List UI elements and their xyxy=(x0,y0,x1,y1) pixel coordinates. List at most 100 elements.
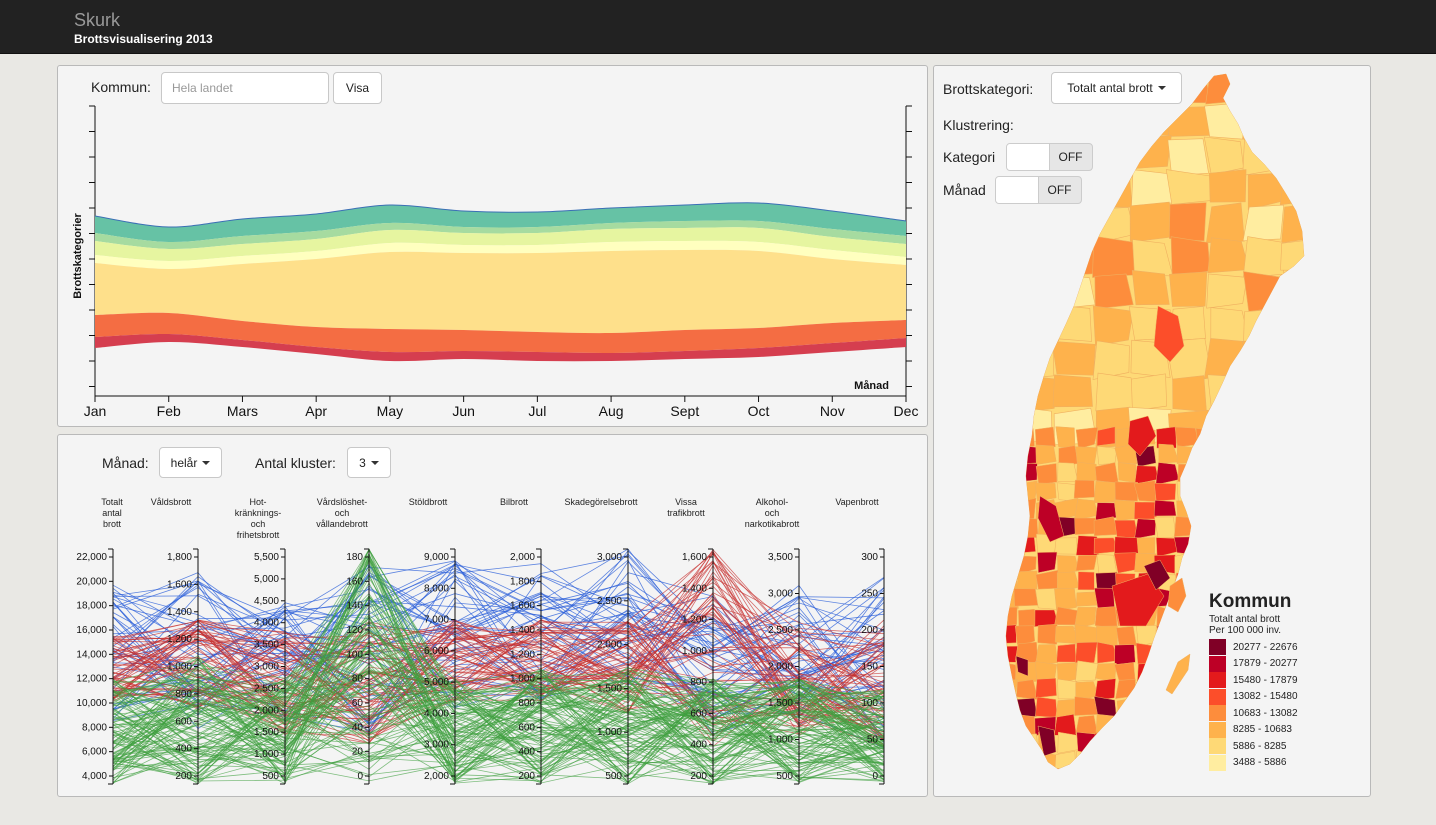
municipality[interactable] xyxy=(1035,444,1057,465)
municipality[interactable] xyxy=(1113,552,1139,574)
kommun-search-input[interactable] xyxy=(161,72,329,104)
municipality[interactable] xyxy=(1156,426,1177,449)
pc-axis[interactable]: 5,500 5,000 4,500 4,000 3,500 3,000 2,500 2,000… xyxy=(235,497,286,785)
municipality[interactable] xyxy=(996,771,1019,787)
municipality[interactable] xyxy=(1246,372,1286,414)
municipality[interactable] xyxy=(1176,500,1198,519)
municipality[interactable] xyxy=(1242,204,1284,242)
municipality[interactable] xyxy=(1135,642,1157,665)
municipality[interactable] xyxy=(1196,444,1216,465)
municipality[interactable] xyxy=(1174,624,1199,646)
municipality[interactable] xyxy=(1243,408,1286,446)
municipality[interactable] xyxy=(1154,516,1177,539)
municipality[interactable] xyxy=(1015,240,1057,277)
municipality[interactable] xyxy=(1076,768,1098,788)
municipality[interactable] xyxy=(1035,463,1058,485)
municipality[interactable] xyxy=(1175,732,1198,754)
municipality[interactable] xyxy=(1015,517,1039,539)
municipality[interactable] xyxy=(1054,588,1077,612)
municipality[interactable] xyxy=(1096,751,1115,771)
municipality[interactable] xyxy=(1092,235,1136,278)
municipality[interactable] xyxy=(1205,202,1245,244)
municipality[interactable] xyxy=(1092,340,1130,380)
municipality[interactable] xyxy=(995,447,1019,463)
manad-toggle[interactable]: OFF xyxy=(995,176,1082,204)
municipality[interactable] xyxy=(1155,716,1177,735)
municipality[interactable] xyxy=(1131,270,1170,306)
municipality[interactable] xyxy=(1169,271,1208,307)
municipality[interactable] xyxy=(1077,571,1095,591)
municipality[interactable] xyxy=(995,645,1018,663)
municipality[interactable] xyxy=(1166,106,1212,137)
stream-layer[interactable] xyxy=(95,249,906,334)
municipality[interactable] xyxy=(1037,725,1057,757)
municipality[interactable] xyxy=(1280,338,1322,377)
municipality[interactable] xyxy=(1196,463,1218,485)
municipality[interactable] xyxy=(1015,655,1029,677)
municipality[interactable] xyxy=(1013,100,1057,139)
municipality[interactable] xyxy=(1134,679,1158,698)
island-gotland[interactable] xyxy=(1167,577,1187,613)
municipality[interactable] xyxy=(1136,537,1156,554)
municipality[interactable] xyxy=(1197,570,1220,594)
municipality[interactable] xyxy=(1173,516,1197,537)
municipality[interactable] xyxy=(1074,641,1098,663)
municipality[interactable] xyxy=(1016,714,1038,736)
municipality[interactable] xyxy=(997,750,1018,769)
municipality[interactable] xyxy=(1075,715,1098,735)
stream-layer[interactable] xyxy=(95,202,906,243)
municipality[interactable] xyxy=(1136,625,1157,647)
municipality[interactable] xyxy=(994,713,1018,737)
municipality[interactable] xyxy=(1075,660,1099,682)
municipality[interactable] xyxy=(1116,626,1137,647)
municipality[interactable] xyxy=(1194,537,1218,555)
municipality[interactable] xyxy=(1090,137,1135,176)
municipality[interactable] xyxy=(1129,201,1175,243)
municipality[interactable] xyxy=(1094,103,1134,142)
stream-layer[interactable] xyxy=(95,240,906,270)
pc-axis[interactable]: 2,000 1,800 1,600 1,400 1,200 1,000 800 600 400 2… xyxy=(500,497,542,785)
municipality[interactable] xyxy=(1176,481,1198,504)
municipality[interactable] xyxy=(1177,463,1199,483)
municipality[interactable] xyxy=(1136,750,1159,771)
municipality[interactable] xyxy=(1155,732,1178,754)
municipality[interactable] xyxy=(1205,70,1249,105)
municipality[interactable] xyxy=(1174,426,1200,448)
municipality[interactable] xyxy=(1016,697,1038,718)
municipality[interactable] xyxy=(1035,426,1056,450)
pc-axis[interactable]: 3,000 2,500 2,000 1,500 1,000 500 Skadegörelse… xyxy=(564,497,638,785)
stream-layer[interactable] xyxy=(95,227,906,262)
municipality[interactable] xyxy=(994,462,1018,485)
municipality[interactable] xyxy=(1284,102,1325,138)
municipality[interactable] xyxy=(1115,768,1140,789)
municipality[interactable] xyxy=(1156,696,1179,719)
pc-axis[interactable]: 22,000 20,000 18,000 16,000 14,000 12,000 10,0… xyxy=(76,497,123,785)
municipality[interactable] xyxy=(1178,769,1198,789)
municipality[interactable] xyxy=(1014,751,1037,772)
municipality[interactable] xyxy=(1208,169,1247,203)
municipality[interactable] xyxy=(1014,444,1038,464)
municipality[interactable] xyxy=(1096,445,1118,465)
municipality[interactable] xyxy=(1143,559,1171,591)
municipality[interactable] xyxy=(1020,307,1059,343)
municipality[interactable] xyxy=(1114,443,1138,465)
municipality[interactable] xyxy=(1281,202,1323,244)
municipality[interactable] xyxy=(994,501,1018,519)
municipality[interactable] xyxy=(1156,605,1176,628)
municipality[interactable] xyxy=(1243,271,1285,312)
municipality[interactable] xyxy=(1130,101,1169,137)
municipality[interactable] xyxy=(994,426,1017,449)
municipality[interactable] xyxy=(1154,768,1176,787)
municipality[interactable] xyxy=(1153,499,1177,517)
municipality[interactable] xyxy=(1016,570,1038,592)
municipality[interactable] xyxy=(995,553,1018,575)
municipality[interactable] xyxy=(1016,497,1037,521)
kategori-toggle[interactable]: OFF xyxy=(1006,143,1093,171)
municipality[interactable] xyxy=(995,679,1019,701)
municipality[interactable] xyxy=(1115,679,1136,699)
municipality[interactable] xyxy=(1195,551,1215,573)
crime-category-dropdown[interactable]: Totalt antal brott xyxy=(1051,72,1182,104)
municipality[interactable] xyxy=(1017,275,1054,311)
municipality[interactable] xyxy=(1055,426,1076,448)
municipality[interactable] xyxy=(1156,624,1177,643)
